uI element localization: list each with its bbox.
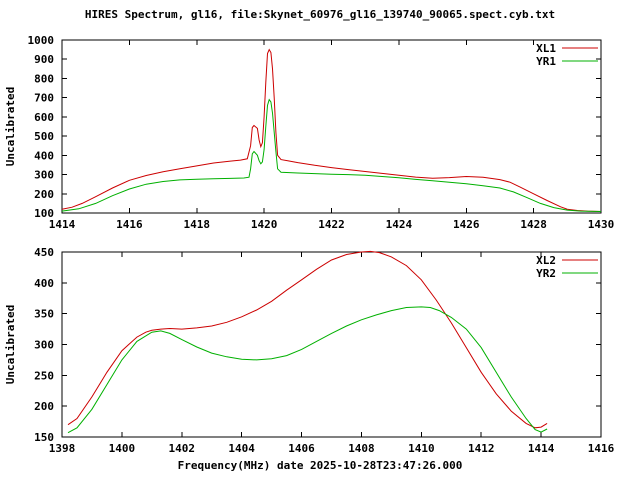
svg-text:500: 500 (34, 130, 54, 143)
svg-text:1398: 1398 (49, 442, 76, 455)
svg-text:Uncalibrated: Uncalibrated (4, 305, 17, 384)
svg-text:700: 700 (34, 92, 54, 105)
svg-text:1416: 1416 (588, 442, 615, 455)
legend-label-YR2: YR2 (536, 267, 556, 280)
svg-text:1400: 1400 (109, 442, 136, 455)
svg-text:1410: 1410 (408, 442, 435, 455)
legend-label-XL2: XL2 (536, 254, 556, 267)
svg-text:200: 200 (34, 188, 54, 201)
svg-text:400: 400 (34, 149, 54, 162)
series-XL1 (61, 48, 602, 212)
svg-text:100: 100 (34, 207, 54, 220)
svg-text:150: 150 (34, 431, 54, 444)
legend-label-YR1: YR1 (536, 55, 556, 68)
svg-text:1412: 1412 (468, 442, 495, 455)
svg-text:450: 450 (34, 246, 54, 259)
legend-label-XL1: XL1 (536, 42, 556, 55)
series-XL2 (67, 250, 548, 429)
chart-title: HIRES Spectrum, gl16, file:Skynet_60976_… (84, 8, 556, 21)
x-axis-label: Frequency(MHz) date 2025-10-28T23:47:26.… (177, 459, 463, 472)
svg-text:900: 900 (34, 53, 54, 66)
svg-text:350: 350 (34, 308, 54, 321)
svg-text:1428: 1428 (520, 218, 547, 231)
svg-text:1422: 1422 (318, 218, 345, 231)
svg-text:400: 400 (34, 277, 54, 290)
svg-text:300: 300 (34, 339, 54, 352)
svg-text:1404: 1404 (228, 442, 255, 455)
svg-text:300: 300 (34, 169, 54, 182)
panel-1: 1414 1416 1418 1420 1422 1424 1426 1428 1430 100 2… (4, 34, 614, 231)
svg-text:1406: 1406 (288, 442, 315, 455)
series-YR2 (67, 306, 548, 434)
svg-text:1000: 1000 (28, 34, 55, 47)
svg-text:250: 250 (34, 369, 54, 382)
panel-2: 1398 1400 1402 1404 1406 1408 1410 1412 1414 1416… (4, 246, 615, 455)
svg-text:1414: 1414 (49, 218, 76, 231)
svg-text:1408: 1408 (348, 442, 375, 455)
svg-text:1416: 1416 (116, 218, 143, 231)
svg-text:800: 800 (34, 72, 54, 85)
svg-text:1430: 1430 (588, 218, 615, 231)
svg-text:200: 200 (34, 400, 54, 413)
svg-text:1402: 1402 (169, 442, 196, 455)
svg-text:1418: 1418 (184, 218, 211, 231)
svg-text:1414: 1414 (528, 442, 555, 455)
svg-text:600: 600 (34, 111, 54, 124)
svg-text:1420: 1420 (251, 218, 278, 231)
series-YR1 (61, 98, 602, 212)
svg-text:Uncalibrated: Uncalibrated (4, 87, 17, 166)
svg-text:1424: 1424 (386, 218, 413, 231)
svg-text:1426: 1426 (453, 218, 480, 231)
